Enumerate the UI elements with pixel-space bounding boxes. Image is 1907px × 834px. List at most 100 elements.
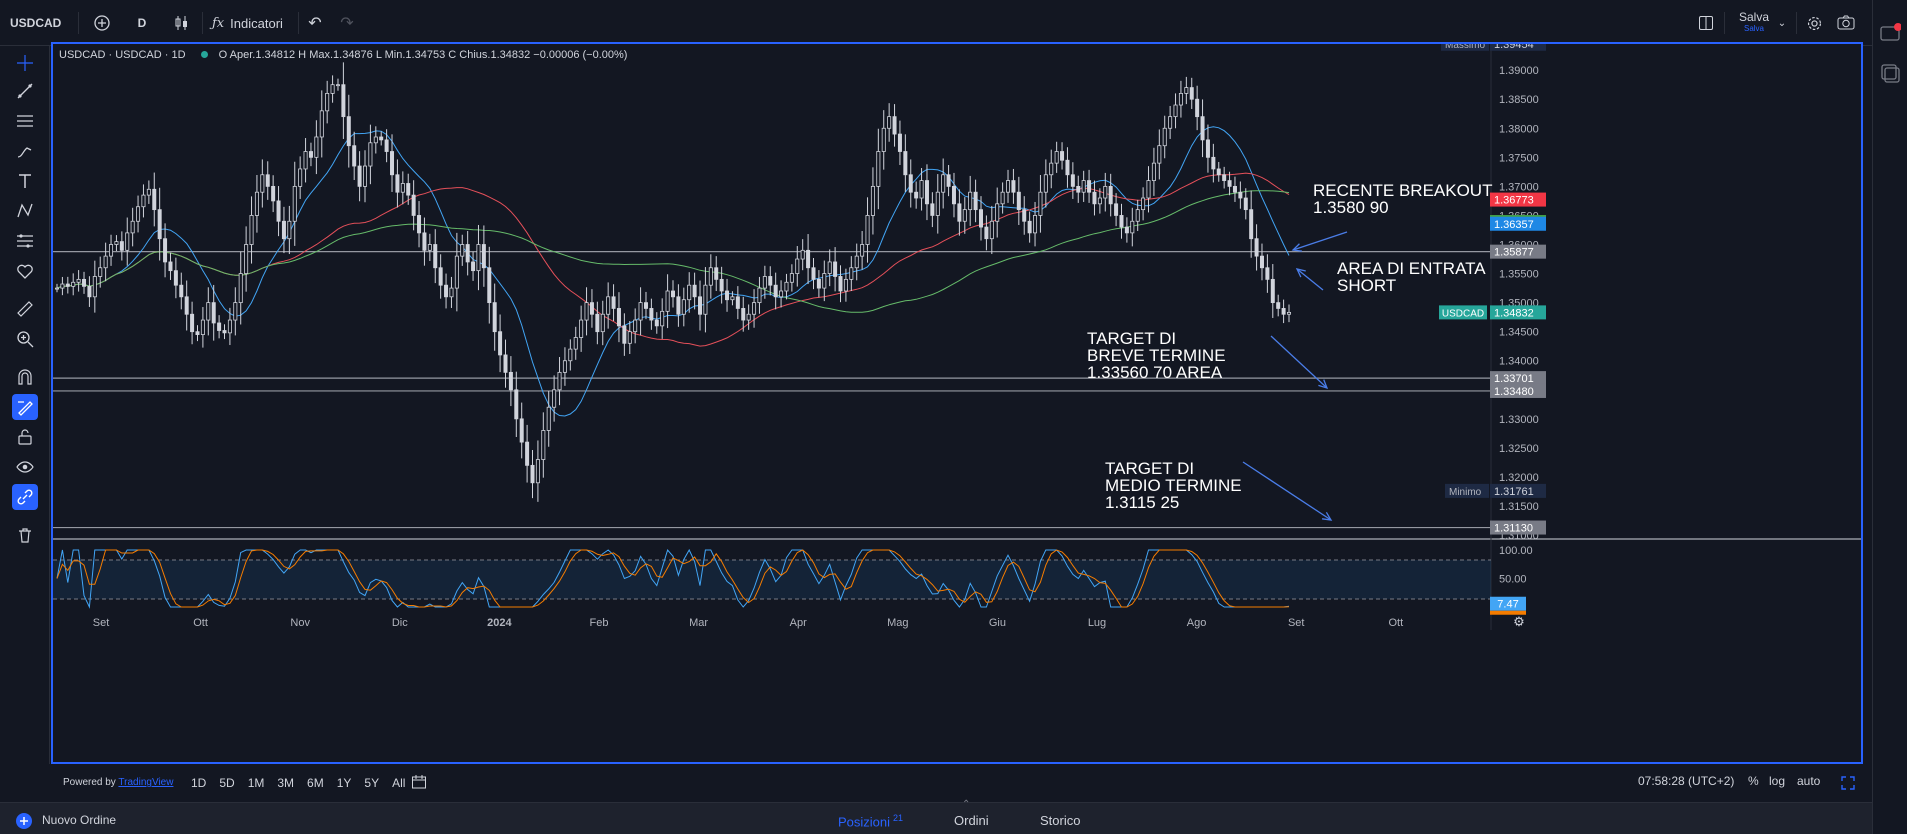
tab-orders[interactable]: Ordini [954,813,989,828]
ruler-icon[interactable] [12,296,38,322]
range-button-1m[interactable]: 1M [247,776,265,790]
save-button[interactable]: Salva Salva [1732,8,1776,38]
annotation-text-line[interactable]: MEDIO TERMINE [1105,476,1242,495]
lock-icon[interactable] [12,424,38,450]
pattern-icon[interactable] [12,198,38,224]
fullscreen-icon[interactable] [1841,776,1855,793]
range-button-1y[interactable]: 1Y [336,776,352,790]
camera-icon[interactable] [1834,8,1858,38]
tradingview-link[interactable]: TradingView [118,777,174,788]
layout-icon[interactable] [1694,8,1718,38]
range-button-5y[interactable]: 5Y [364,776,380,790]
range-button-1d[interactable]: 1D [191,776,207,790]
legend-title[interactable]: USDCAD · USDCAD · 1D [59,49,186,61]
forecast-icon[interactable] [12,228,38,254]
range-button-all[interactable]: All [392,776,406,790]
annotation-arrow[interactable] [1296,268,1324,291]
candle-body [800,249,805,260]
text-icon[interactable] [12,168,38,194]
eye-icon[interactable] [12,454,38,480]
interval-button[interactable]: D [137,16,147,30]
candle-body [1232,185,1237,193]
right-sidebar [1872,0,1907,834]
legend-l-label: L [375,49,382,61]
candle-body [1135,209,1140,222]
chart-pane[interactable]: RECENTE BREAKOUT 1.3580 90 AREA DI ENTRATA… [51,36,1863,764]
date-range-icon[interactable] [411,774,427,793]
magnet-icon[interactable] [12,364,38,390]
chart-type-candles-icon[interactable] [170,8,194,38]
link-icon[interactable] [12,484,38,510]
annotation-text-line[interactable]: SHORT [1337,276,1396,295]
candle-body [335,84,340,87]
indicators-button[interactable]: ƒx Indicatori [212,8,287,38]
undo-icon[interactable]: ↶ [308,15,322,32]
annotation-arrow[interactable] [1242,461,1332,521]
candle-body [233,302,238,321]
percent-toggle[interactable]: % [1748,774,1759,788]
annotation-text-line[interactable]: BREVE TERMINE [1087,346,1226,365]
legend-c-label: C [448,49,457,61]
compare-add-icon[interactable] [90,8,114,38]
zoom-in-icon[interactable] [12,326,38,352]
candle-body [1087,180,1092,193]
annotation-arrow[interactable] [1270,335,1328,389]
price-label-badge [1490,383,1546,398]
stoch-tick-label: 100.00 [1499,545,1533,557]
tab-history[interactable]: Storico [1040,813,1081,828]
horizontal-lines-icon[interactable] [12,108,38,134]
chevron-down-icon[interactable]: ⌄ [1777,17,1787,29]
candle-body [692,284,697,298]
heart-icon[interactable] [12,258,38,284]
annotation-text-line[interactable]: 1.3580 90 [1313,198,1389,217]
time-tick-label: Mar [689,617,708,629]
candle-body [1065,159,1070,176]
trash-icon[interactable] [12,522,38,548]
keep-drawing-icon[interactable] [12,394,38,420]
candle-body [638,302,643,321]
watchlist-icon[interactable] [1879,22,1902,49]
price-label-value: 1.33480 [1494,386,1534,398]
tab-positions[interactable]: Posizioni 21 [838,813,903,829]
time-tick-label: Mag [887,617,908,629]
price-label-badge [1490,371,1546,386]
min-tag [1445,483,1489,498]
candle-body [849,267,854,280]
annotation-text-line[interactable]: 1.33560 70 AREA [1087,363,1223,382]
annotation-text-line[interactable]: AREA DI ENTRATA [1337,259,1486,278]
annotation-text-line[interactable]: 1.3115 25 [1105,493,1179,512]
candle-body [1108,185,1113,205]
candle-body [806,249,811,269]
crosshair-icon[interactable] [12,50,38,76]
candle-body [579,319,584,338]
redo-icon[interactable]: ↷ [340,15,354,32]
candle-body [827,261,832,274]
brush-icon[interactable] [12,138,38,164]
axis-settings-gear-icon[interactable]: ⚙ [1513,614,1525,629]
range-button-3m[interactable]: 3M [277,776,295,790]
annotation-text-line[interactable]: TARGET DI [1087,329,1176,348]
alerts-icon[interactable] [1879,62,1901,89]
candle-body [681,299,686,315]
gear-icon[interactable] [1802,8,1826,38]
candle-body [136,206,141,222]
legend-close: Chius.1.34832 [459,49,531,61]
auto-toggle[interactable]: auto [1797,774,1821,788]
legend-o-label: O [218,49,228,61]
candle-body [546,406,551,431]
time-tick-label: Set [1288,617,1305,629]
price-tick-label: 1.31500 [1499,501,1539,513]
annotation-text-line[interactable]: TARGET DI [1105,459,1194,478]
annotation-arrow[interactable] [1292,231,1348,251]
candle-body [833,261,838,277]
collapse-chevron-icon[interactable]: ⌃ [962,799,971,810]
clock[interactable]: 07:58:28 (UTC+2) [1638,774,1735,788]
new-order-button[interactable]: Nuovo Ordine [14,811,116,829]
range-button-5d[interactable]: 5D [219,776,235,790]
log-toggle[interactable]: log [1769,774,1786,788]
symbol-search-button[interactable]: USDCAD [10,16,62,30]
annotation-text-line[interactable]: RECENTE BREAKOUT [1313,181,1492,200]
range-button-6m[interactable]: 6M [307,776,324,790]
trend-line-icon[interactable] [12,78,38,104]
